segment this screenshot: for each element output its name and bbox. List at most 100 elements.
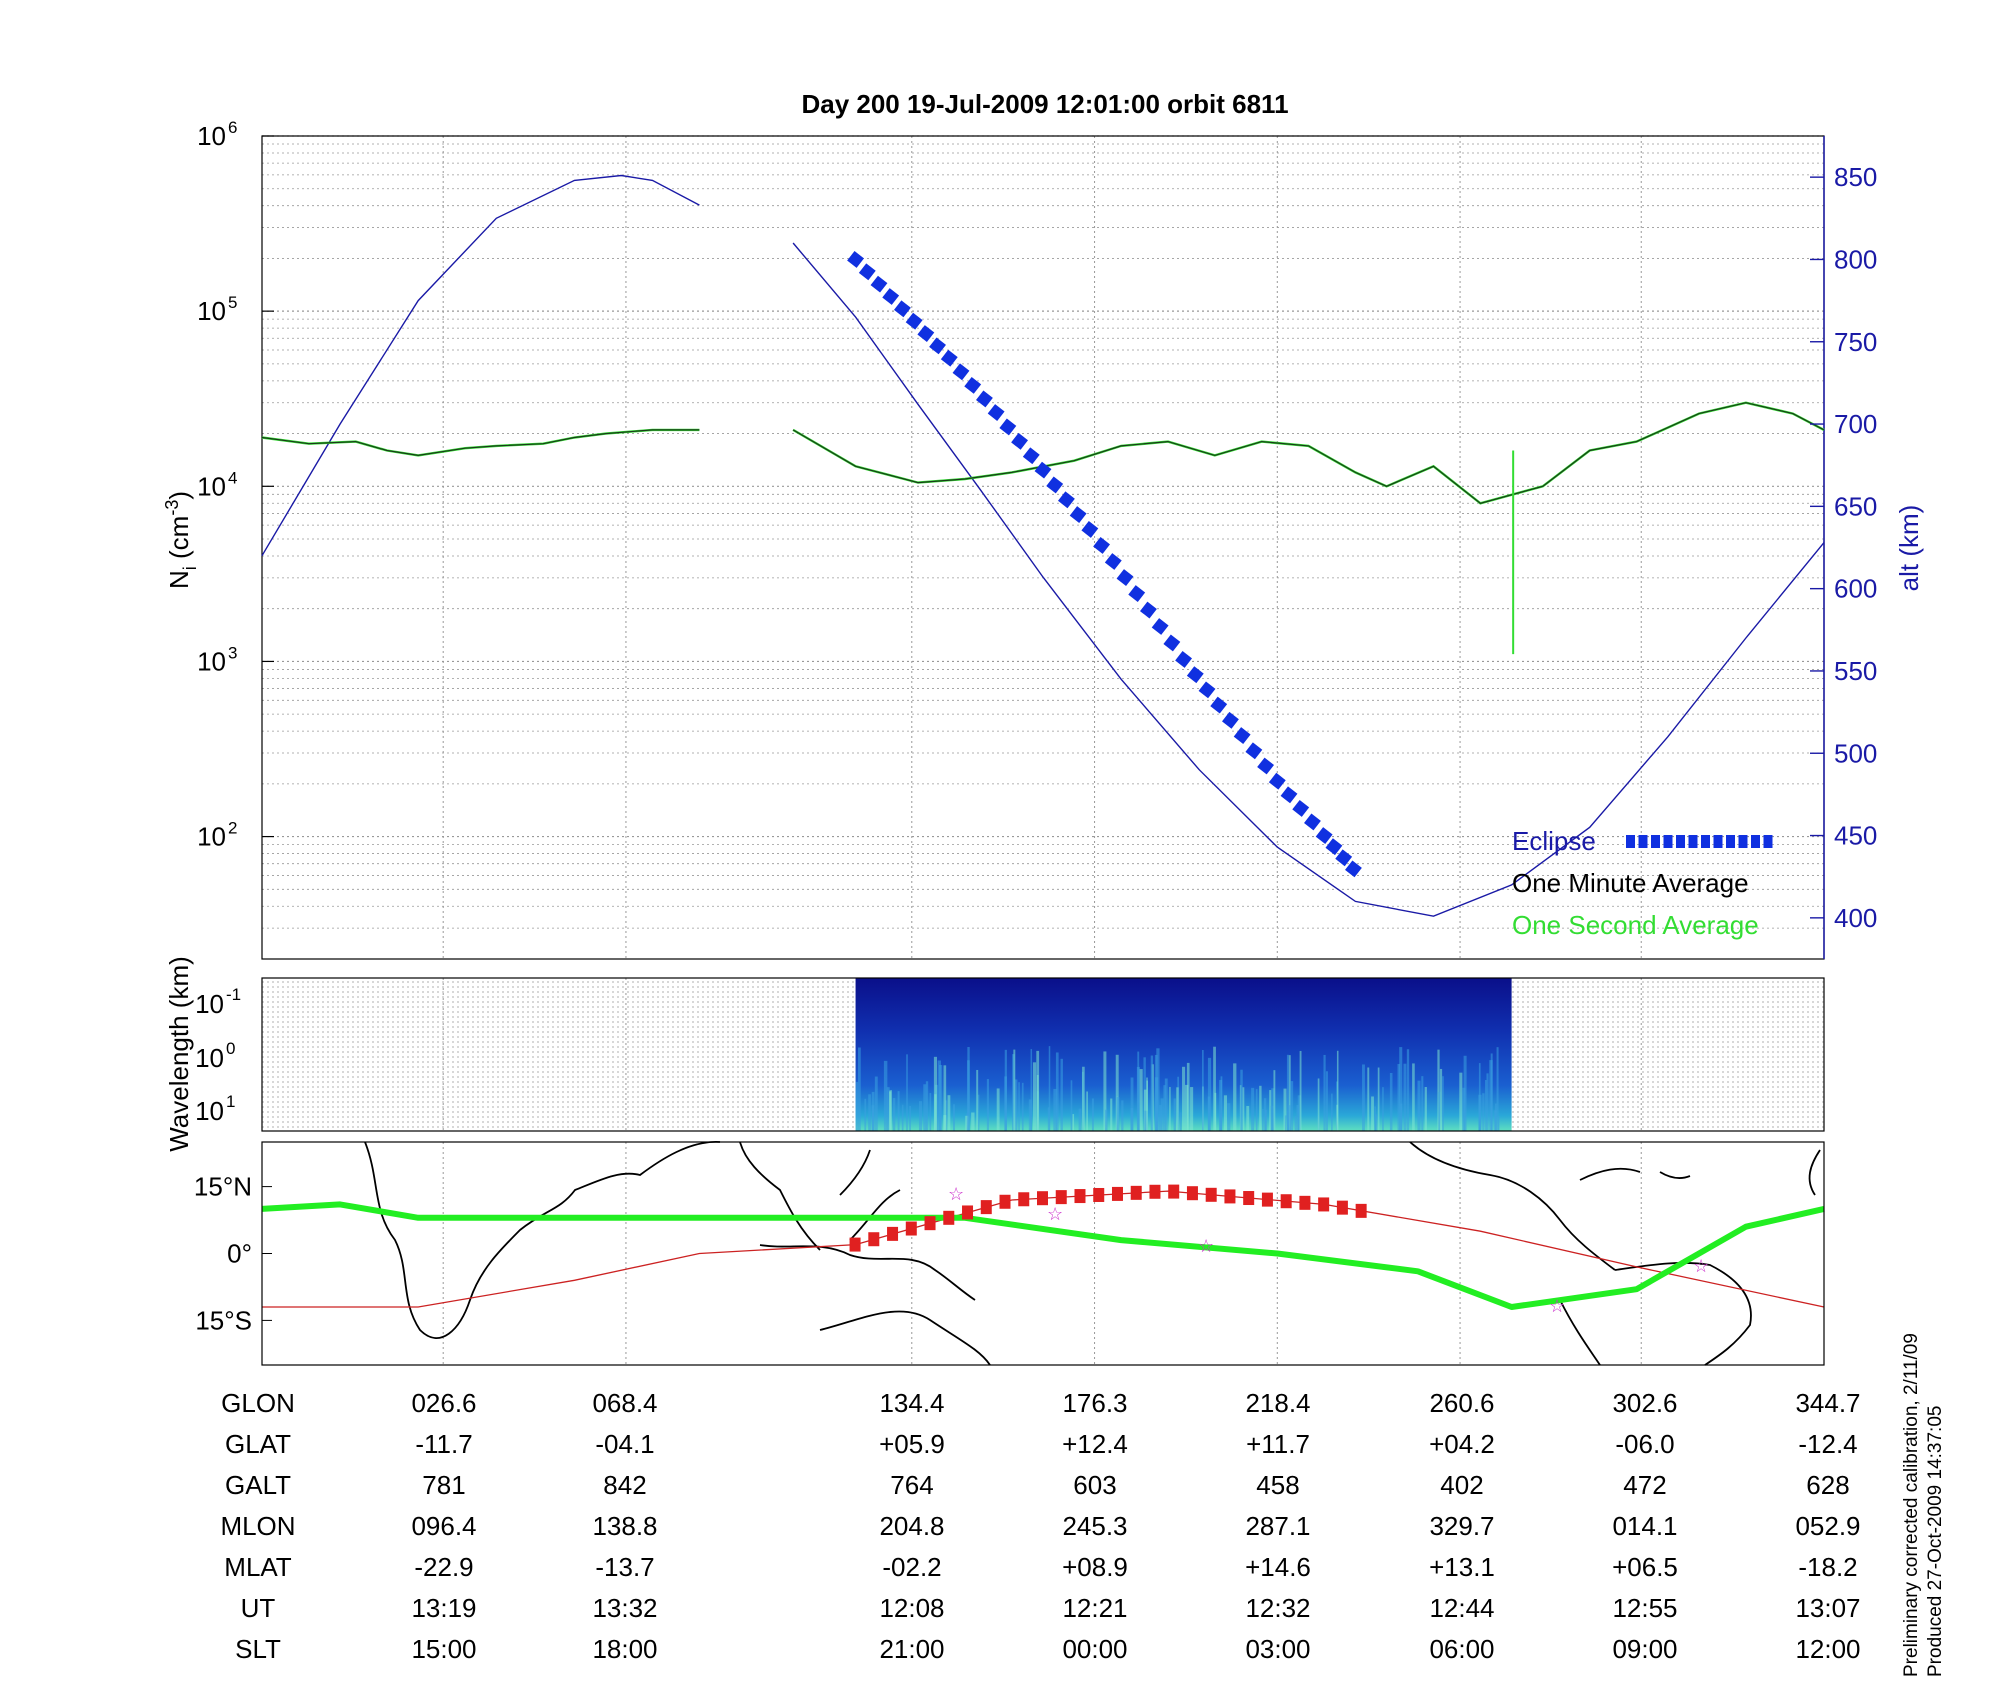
right-tick-label: 750 [1834, 327, 1877, 357]
eclipse-track-marker [962, 1205, 974, 1220]
spectrogram-streak [1190, 1087, 1194, 1131]
spectrogram-streak [1485, 1079, 1487, 1131]
spectrogram-streak [906, 1054, 908, 1131]
eclipse-track-marker [924, 1216, 936, 1231]
legend-eclipse-swatch [1651, 835, 1660, 848]
legend-eclipse-marker [1626, 835, 1773, 848]
spectrogram-streak [1139, 1069, 1143, 1131]
eclipse-track-marker [1018, 1192, 1030, 1207]
table-cell: 204.8 [879, 1511, 944, 1541]
spectrogram-streak [1091, 1098, 1094, 1131]
eclipse-marker [893, 300, 911, 318]
table-cell: 15:00 [411, 1634, 476, 1664]
spectrogram-streak [1437, 1049, 1440, 1131]
eclipse-track-marker [999, 1194, 1011, 1209]
spectrogram-streak [1240, 1069, 1243, 1131]
eclipse-track-marker [1318, 1197, 1330, 1212]
table-cell: 03:00 [1245, 1634, 1310, 1664]
coast-caribbean [1579, 1167, 1691, 1181]
spectrogram-streak [1399, 1047, 1403, 1131]
spectrogram-streak [1486, 1073, 1489, 1131]
eclipse-marker [1140, 601, 1157, 619]
spectrogram-streak [1032, 1062, 1037, 1131]
table-row-label: MLAT [224, 1552, 292, 1582]
spectrogram-streak [1219, 1079, 1223, 1131]
spectrogram-streak [1130, 1077, 1134, 1131]
spectrogram-streak [1371, 1096, 1374, 1131]
left-tick-base: 10 [197, 296, 226, 326]
eclipse-marker [999, 418, 1017, 436]
spectrogram-streak [1417, 1080, 1421, 1131]
ylabel-main: N [164, 570, 194, 589]
spectrogram-streak [1164, 1078, 1168, 1131]
spectrogram-streak [1496, 1047, 1499, 1131]
eclipse-marker [870, 275, 888, 293]
spectrogram-streak [1255, 1089, 1258, 1131]
spectrogram-streak [1186, 1062, 1190, 1131]
right-tick-label: 800 [1834, 244, 1877, 274]
spectrogram-streak [1060, 1058, 1063, 1131]
spectrogram-streak [1294, 1115, 1297, 1131]
legend-eclipse-swatch [1713, 835, 1723, 848]
eclipse-marker [1022, 447, 1040, 465]
left-tick-base: 10 [197, 121, 226, 151]
table-cell: +06.5 [1612, 1552, 1678, 1582]
map-grid [442, 1142, 1825, 1365]
eclipse-marker [929, 337, 946, 355]
left-tick-exponent: 6 [228, 118, 237, 137]
ylabel-sub: i [180, 566, 200, 570]
spectrogram-streak [1179, 1112, 1182, 1131]
spectrogram-streak [1259, 1085, 1262, 1131]
eclipse-marker [1345, 860, 1362, 878]
spectrogram-streak [1317, 1078, 1320, 1131]
map-tick-label: 0° [227, 1239, 252, 1269]
eclipse-track-marker [1280, 1194, 1292, 1209]
spectrogram-streak [1154, 1077, 1159, 1131]
table-cell: 218.4 [1245, 1388, 1310, 1418]
legend-eclipse-swatch [1638, 835, 1648, 848]
one-minute-average-line [261, 402, 1825, 504]
footnote-line1: Preliminary corrected calibration, 2/11/… [1901, 1333, 1922, 1677]
legend-eclipse-swatch [1763, 835, 1773, 848]
spectrogram-streak [1424, 1087, 1427, 1131]
spectrogram-streak [868, 1094, 871, 1131]
right-tick-label: 850 [1834, 162, 1877, 192]
table-cell: +13.1 [1429, 1552, 1495, 1582]
spectrogram-streak [1478, 1063, 1481, 1131]
table-cell: 00:00 [1062, 1634, 1127, 1664]
table-cell: 13:19 [411, 1593, 476, 1623]
coast-central-america [1409, 1141, 1616, 1271]
spectrogram-streak [1048, 1046, 1051, 1131]
table-cell: +12.4 [1062, 1429, 1128, 1459]
spectrogram-streak [1086, 1091, 1088, 1131]
spectrogram-streak [892, 1098, 896, 1131]
chart-title: Day 200 19-Jul-2009 12:01:00 orbit 6811 [801, 89, 1288, 119]
star-marker: ☆ [1047, 1204, 1063, 1224]
coast-indonesia [759, 1244, 976, 1301]
spectrogram-streak [933, 1056, 938, 1131]
table-cell: 842 [603, 1470, 646, 1500]
table-cell: +14.6 [1245, 1552, 1311, 1582]
spectrogram-streak [1028, 1099, 1032, 1131]
table-row-label: GLON [221, 1388, 295, 1418]
spectrogram-streak [918, 1101, 923, 1131]
legend-minute-label: One Minute Average [1512, 868, 1749, 898]
spectrogram-streak [1283, 1088, 1287, 1131]
table-cell: +05.9 [879, 1429, 945, 1459]
spectrogram-streak [1288, 1055, 1291, 1131]
table-cell: 12:00 [1795, 1634, 1860, 1664]
spectrogram-ylabel: Wavelength (km) [164, 956, 194, 1152]
eclipse-marker [905, 312, 923, 330]
eclipse-marker [1245, 742, 1263, 760]
spectrogram-streak [1202, 1049, 1204, 1131]
spectrogram-streak [1367, 1067, 1370, 1131]
eclipse-marker [1335, 849, 1353, 867]
eclipse-marker [976, 390, 993, 408]
eclipse-marker [1292, 799, 1310, 817]
table-cell: 134.4 [879, 1388, 944, 1418]
spectrogram-streak [1176, 1087, 1179, 1131]
spectrogram-streak [939, 1065, 943, 1131]
table-cell: 472 [1623, 1470, 1666, 1500]
spectrogram-streak [1289, 1081, 1294, 1131]
spectrogram-streak [909, 1105, 911, 1131]
